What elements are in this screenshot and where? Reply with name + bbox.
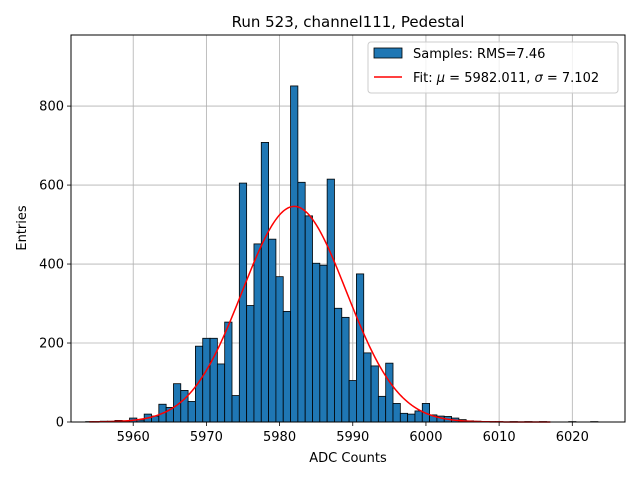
- x-axis-ticks: 5960 5970 5980 5990 6000 6010 6020: [117, 422, 589, 445]
- histogram-bar: [326, 178, 335, 423]
- y-tick-label-0: 0: [56, 416, 64, 431]
- histogram-bar: [253, 243, 262, 423]
- histogram-bar: [231, 395, 240, 423]
- histogram-bar: [414, 410, 423, 423]
- histogram-bar: [260, 142, 269, 423]
- y-tick-label-1: 200: [39, 337, 64, 352]
- histogram-bar: [363, 352, 372, 423]
- histogram-bar: [385, 362, 394, 423]
- histogram-bar: [224, 321, 233, 423]
- x-tick-label-0: 5960: [117, 430, 150, 445]
- legend-box: [367, 41, 619, 94]
- legend-fit-label: Fit: μ = 5982.011, σ = 7.102: [413, 71, 599, 86]
- histogram-bars: [85, 85, 599, 423]
- legend: Samples: RMS=7.46 Fit: μ = 5982.011, σ =…: [367, 41, 619, 94]
- plot-frame: [70, 34, 626, 423]
- x-tick-label-2: 5980: [263, 430, 296, 445]
- histogram-bar: [246, 305, 255, 423]
- x-tick-label-5: 6010: [483, 430, 516, 445]
- y-tick-label-4: 800: [39, 100, 64, 115]
- legend-histogram-swatch: [373, 47, 403, 59]
- histogram-bar: [202, 337, 211, 423]
- x-tick-label-6: 6020: [556, 430, 589, 445]
- histogram-bar: [297, 181, 306, 423]
- histogram-bar: [319, 264, 328, 423]
- x-tick-label-3: 5990: [336, 430, 369, 445]
- x-tick-label-1: 5970: [190, 430, 223, 445]
- histogram-bar: [268, 238, 277, 423]
- histogram-bar: [180, 390, 189, 423]
- histogram-bar: [370, 365, 379, 423]
- histogram-bar: [282, 311, 291, 423]
- y-axis-label: Entries: [15, 205, 30, 251]
- y-axis-ticks: 0 200 400 600 800: [39, 100, 71, 431]
- histogram-bar: [275, 276, 284, 423]
- y-tick-label-2: 400: [39, 258, 64, 273]
- histogram-bar: [304, 215, 313, 423]
- x-tick-label-4: 6000: [409, 430, 442, 445]
- histogram-bar: [377, 395, 387, 423]
- histogram-bar: [399, 412, 409, 423]
- histogram-bar: [290, 85, 299, 423]
- histogram-bar: [216, 363, 226, 423]
- histogram-bar: [334, 307, 343, 423]
- histogram-bar: [392, 403, 401, 423]
- histogram-bar: [341, 316, 350, 423]
- histogram-bar: [238, 182, 248, 423]
- histogram-bar: [356, 273, 365, 423]
- histogram-bar: [407, 413, 416, 423]
- histogram-bar: [348, 380, 357, 423]
- x-axis-label: ADC Counts: [309, 451, 387, 466]
- chart-title: Run 523, channel111, Pedestal: [232, 13, 465, 31]
- histogram-bar: [187, 401, 196, 423]
- y-tick-label-3: 600: [39, 179, 64, 194]
- legend-histogram-label: Samples: RMS=7.46: [413, 47, 545, 62]
- fit-curve: [89, 205, 551, 423]
- histogram-bar: [312, 262, 321, 423]
